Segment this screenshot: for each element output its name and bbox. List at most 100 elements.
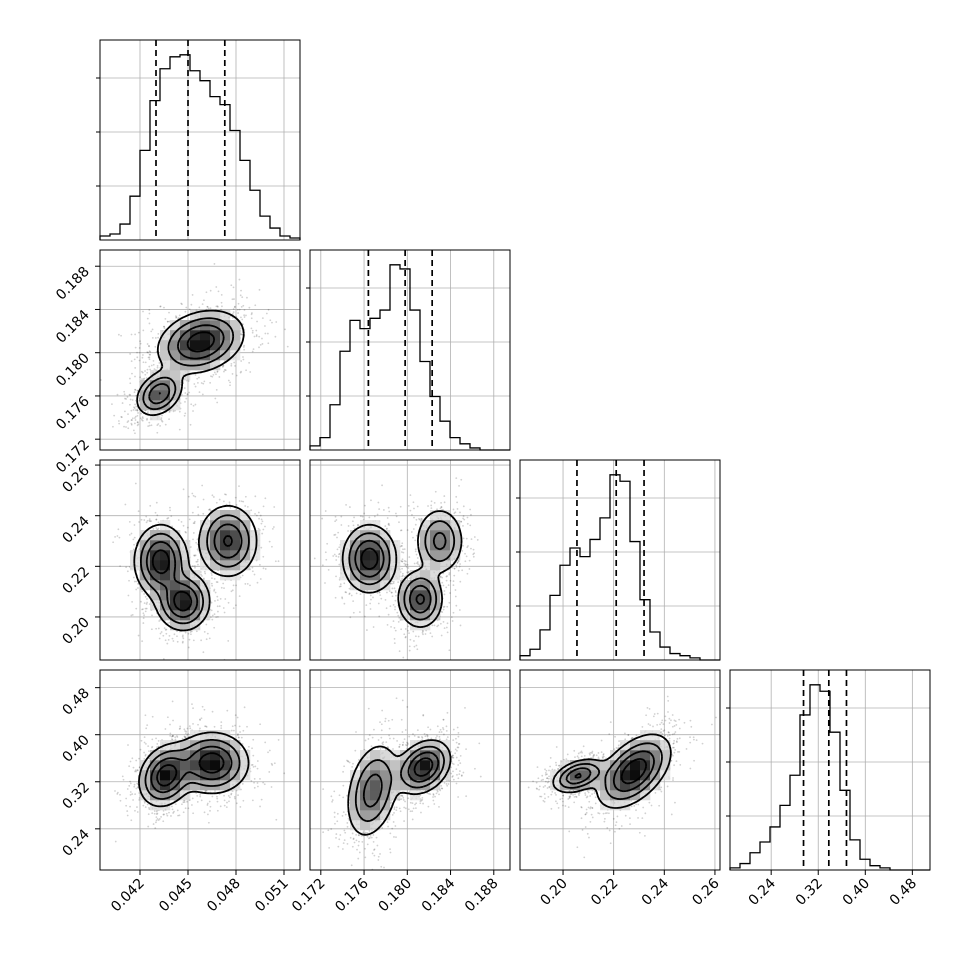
scatter-point: [128, 520, 131, 523]
scatter-point: [409, 494, 412, 497]
scatter-point: [112, 541, 115, 544]
density-cell: [420, 570, 431, 581]
scatter-point: [324, 551, 327, 554]
scatter-point: [213, 577, 216, 580]
density-cell: [200, 550, 211, 561]
scatter-point: [120, 334, 122, 337]
scatter-point: [133, 543, 135, 546]
contour-line: [140, 514, 250, 625]
scatter-point: [449, 592, 451, 594]
scatter-point: [405, 565, 408, 568]
scatter-point: [240, 360, 243, 362]
scatter-point: [385, 528, 388, 530]
scatter-point: [166, 642, 169, 645]
scatter-point: [351, 520, 354, 523]
scatter-point: [258, 288, 261, 291]
scatter-point: [205, 291, 208, 294]
scatter-point: [132, 409, 135, 411]
scatter-point: [117, 528, 120, 531]
scatter-point: [363, 615, 366, 618]
scatter-point: [340, 524, 343, 526]
scatter-point: [187, 380, 190, 382]
scatter-point: [441, 611, 444, 614]
scatter-point: [430, 504, 433, 507]
scatter-point: [448, 572, 451, 574]
scatter-point: [210, 375, 212, 378]
scatter-point: [201, 575, 203, 577]
scatter-point: [229, 506, 232, 509]
scatter-point: [221, 305, 223, 308]
scatter-point: [457, 560, 460, 563]
scatter-point: [144, 742, 147, 745]
scatter-point: [196, 377, 199, 380]
scatter-point: [210, 574, 213, 576]
scatter-point: [335, 519, 338, 521]
scatter-point: [442, 584, 445, 587]
scatter-point: [256, 581, 259, 584]
scatter-point: [159, 424, 161, 427]
scatter-point: [187, 646, 190, 649]
scatter-point: [476, 539, 479, 541]
scatter-point: [274, 560, 277, 563]
scatter-point: [333, 553, 336, 556]
scatter-point: [377, 501, 380, 504]
density-cell: [410, 580, 421, 591]
scatter-point: [184, 530, 187, 533]
scatter-point: [181, 303, 183, 306]
scatter-point: [130, 614, 133, 617]
scatter-point: [193, 554, 195, 557]
scatter-point: [407, 570, 410, 573]
scatter-point: [176, 640, 179, 643]
scatter-point: [188, 638, 191, 641]
scatter-point: [472, 548, 475, 551]
scatter-point: [459, 624, 462, 627]
scatter-point: [355, 592, 358, 595]
scatter-point: [133, 391, 136, 394]
scatter-point: [182, 524, 185, 527]
scatter-point: [130, 419, 133, 421]
scatter-point: [345, 591, 348, 594]
scatter-point: [473, 552, 476, 555]
density-cell: [380, 560, 391, 571]
scatter-point: [233, 298, 235, 300]
scatter-point: [168, 634, 171, 637]
scatter-point: [453, 567, 456, 570]
scatter-point: [219, 598, 222, 600]
scatter-point: [168, 410, 171, 412]
scatter-point: [251, 331, 254, 334]
scatter-point: [157, 527, 160, 530]
scatter-point: [416, 557, 419, 559]
scatter-point: [386, 527, 388, 530]
scatter-point: [148, 358, 151, 361]
scatter-point: [126, 396, 129, 398]
scatter-point: [157, 627, 160, 630]
scatter-point: [443, 501, 446, 504]
scatter-point: [183, 414, 186, 417]
scatter-point: [142, 804, 145, 807]
scatter-point: [144, 595, 147, 598]
scatter-point: [415, 644, 418, 647]
scatter-point: [203, 811, 206, 814]
density-cell: [150, 370, 161, 381]
scatter-point: [401, 542, 404, 545]
scatter-point: [271, 528, 274, 530]
density-cell: [190, 570, 201, 581]
scatter-point: [401, 558, 404, 561]
density-cell: [220, 560, 231, 571]
scatter-point: [178, 410, 181, 413]
scatter-point: [128, 377, 131, 380]
scatter-point: [131, 417, 134, 420]
scatter-point: [255, 335, 258, 338]
scatter-point: [370, 499, 372, 502]
scatter-point: [390, 625, 392, 628]
scatter-point: [184, 807, 187, 810]
scatter-point: [262, 528, 265, 531]
density-cell: [220, 310, 231, 321]
scatter-point: [114, 840, 117, 843]
scatter-point: [169, 732, 172, 735]
scatter-point: [146, 417, 148, 420]
scatter-point: [152, 528, 155, 530]
density-cell: [160, 540, 171, 551]
density-cell: [190, 350, 201, 361]
scatter-point: [205, 623, 208, 626]
